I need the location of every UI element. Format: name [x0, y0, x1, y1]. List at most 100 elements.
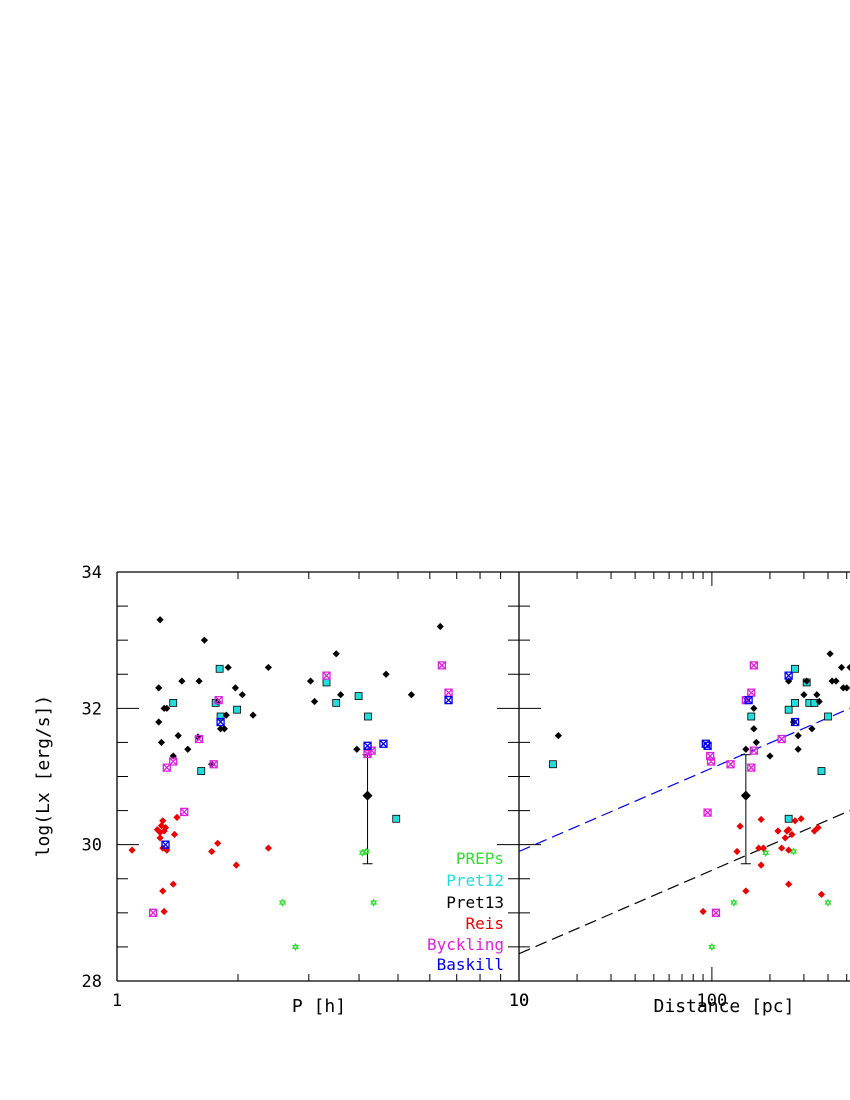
point-pret12: [354, 692, 363, 700]
point-pret13: [436, 622, 444, 631]
point-byckling: [747, 688, 756, 697]
y-tick-label: 34: [82, 563, 102, 583]
point-pret13: [794, 732, 802, 740]
point-pret13: [832, 677, 840, 685]
y-tick-label: 32: [82, 699, 102, 719]
point-reis: [781, 834, 789, 842]
point-byckling: [711, 908, 721, 917]
point-byckling: [777, 734, 786, 744]
y-tick-label: 28: [82, 972, 102, 992]
point-reis: [160, 907, 168, 916]
point-pret13: [826, 650, 834, 658]
point-reis: [791, 817, 799, 825]
point-reis: [214, 839, 222, 847]
point-preps: [708, 942, 716, 952]
point-pret13: [310, 697, 319, 706]
left-plot-area: [128, 616, 453, 952]
point-reis: [733, 847, 741, 856]
point-pret13: [828, 677, 836, 685]
point-pret13: [766, 752, 774, 760]
point-byckling: [706, 757, 716, 766]
point-reis: [208, 847, 216, 856]
point-reis: [759, 844, 768, 852]
point-reis: [170, 830, 179, 839]
legend-entry-reis: Reis: [465, 914, 504, 933]
point-pret13: [174, 732, 182, 740]
point-baskill: [444, 696, 453, 705]
point-pret12: [747, 712, 756, 721]
point-byckling: [214, 696, 223, 705]
point-reis: [264, 844, 272, 852]
point-pret12: [817, 767, 826, 775]
point-pret13: [815, 697, 823, 706]
point-pret12: [549, 760, 557, 769]
left-x-tick-label: 10: [509, 991, 529, 1011]
point-pret13: [813, 691, 821, 699]
right-plot-area: [519, 650, 850, 955]
point-reis: [755, 844, 763, 852]
point-reis: [699, 907, 707, 916]
point-pret13: [195, 677, 203, 685]
point-byckling: [322, 671, 331, 680]
point-pret12: [332, 698, 341, 707]
point-byckling: [749, 746, 758, 755]
point-pret13: [249, 711, 257, 719]
point-pret13: [407, 691, 416, 699]
point-preps: [789, 847, 798, 856]
point-reis: [159, 887, 167, 895]
point-preps: [362, 847, 370, 856]
point-pret13: [337, 691, 345, 699]
legend-entry-preps: PREPs: [456, 849, 504, 868]
point-pret13: [306, 677, 315, 685]
error-bar-point: [740, 790, 751, 801]
point-pret13: [222, 711, 230, 719]
point-pret13: [163, 704, 171, 712]
legend: PREPs Pret12 Pret13 Reis Byckling Baskil…: [427, 849, 504, 974]
point-pret13: [220, 725, 229, 733]
point-pret13: [157, 738, 166, 747]
reference-line-0: [519, 707, 850, 853]
point-reis: [785, 846, 793, 854]
point-byckling: [703, 808, 712, 817]
point-pret13: [332, 650, 340, 658]
point-reis: [785, 826, 793, 834]
point-reis: [161, 824, 170, 832]
reference-line-1: [519, 810, 850, 955]
point-pret13: [224, 663, 232, 672]
point-pret13: [837, 663, 846, 672]
point-pret13: [156, 616, 164, 624]
point-pret12: [197, 767, 206, 775]
point-byckling: [747, 763, 756, 772]
point-pret12: [784, 814, 793, 823]
legend-entry-byckling: Byckling: [427, 935, 504, 954]
point-pret13: [382, 670, 390, 678]
point-pret13: [800, 691, 808, 699]
point-baskill: [703, 741, 712, 750]
point-preps: [278, 898, 287, 907]
right-x-tick-label: 10: [509, 991, 529, 1011]
point-baskill: [379, 739, 388, 748]
point-pret13: [750, 725, 758, 733]
point-reis: [757, 815, 765, 824]
point-reis: [788, 830, 796, 839]
point-pret12: [824, 712, 832, 721]
point-pret12: [364, 712, 372, 721]
legend-entry-baskill: Baskill: [437, 955, 504, 974]
point-reis: [156, 834, 164, 842]
point-pret13: [231, 684, 239, 692]
point-preps: [824, 898, 832, 907]
point-pret12: [215, 664, 224, 673]
error-bar-point: [362, 790, 373, 801]
point-baskill: [216, 717, 225, 727]
point-byckling: [444, 688, 453, 697]
point-pret13: [155, 718, 163, 726]
legend-entry-pret12: Pret12: [446, 871, 504, 890]
point-pret13: [794, 745, 802, 753]
point-reis: [810, 827, 819, 835]
point-pret13: [264, 663, 272, 672]
point-reis: [736, 822, 744, 830]
point-pret13: [238, 691, 246, 699]
point-pret13: [200, 636, 209, 644]
point-pret13: [803, 677, 811, 685]
